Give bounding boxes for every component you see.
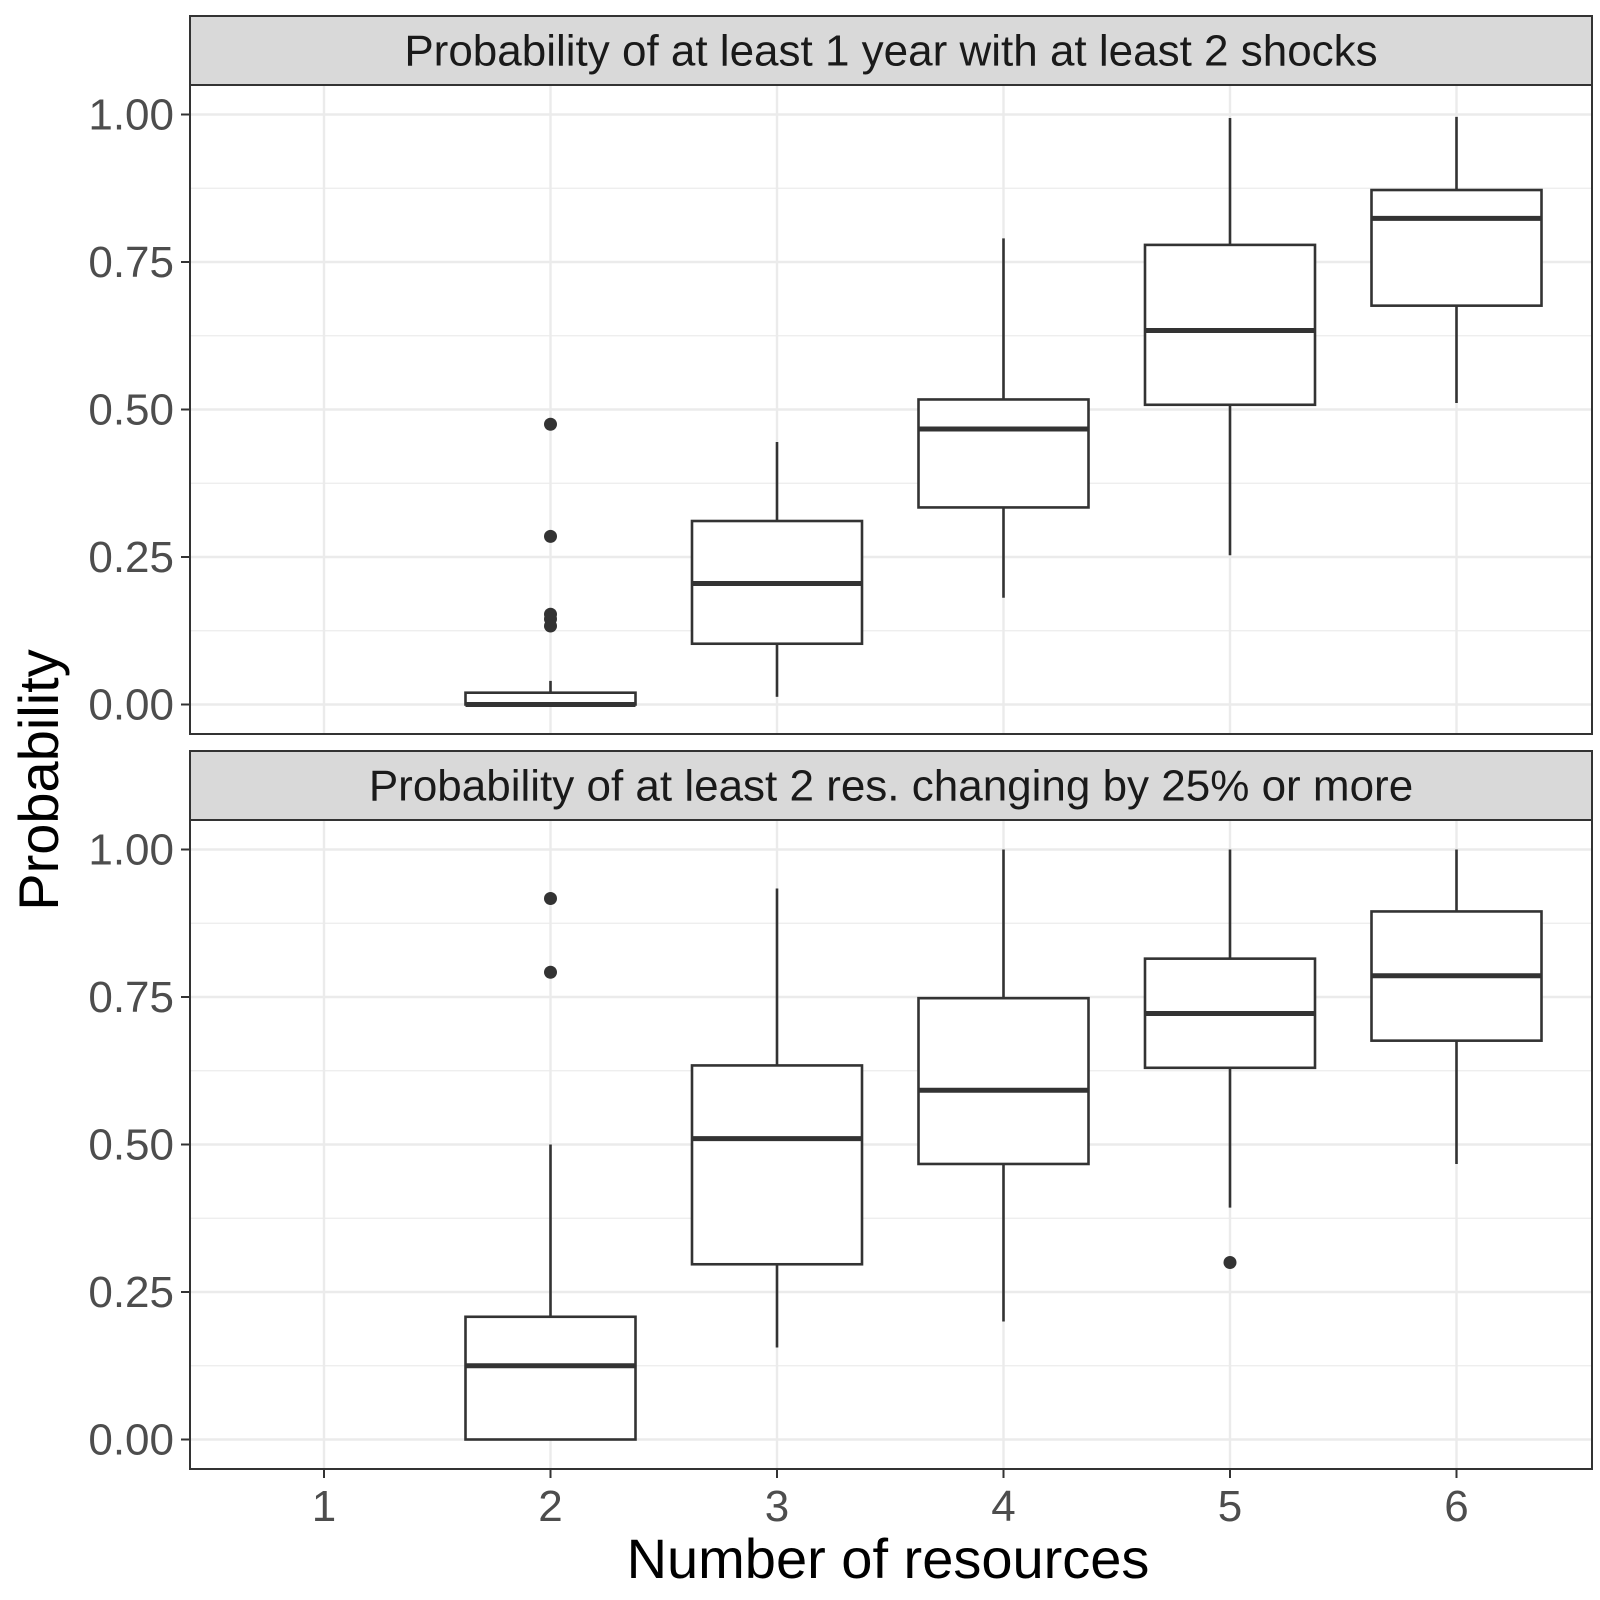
y-tick-label: 0.25 [88,533,174,582]
y-tick-label: 0.00 [88,1416,174,1465]
panel-strip [189,15,1593,86]
box-2 [464,891,637,1441]
box-rect [1143,243,1317,407]
box-rect [1370,188,1543,307]
y-tick-label: 0.75 [88,238,174,287]
x-tick-label: 4 [991,1482,1015,1531]
box-3 [690,888,864,1348]
outlier-point [1223,1256,1237,1269]
outlier-point [544,529,557,543]
outlier-point [544,619,557,633]
y-tick-label: 0.00 [88,681,174,730]
y-axis-title: Probability [7,649,70,910]
panel-strip [189,750,1593,821]
box-6 [1370,849,1543,1164]
y-tick-label: 0.25 [88,1268,174,1317]
y-tick-label: 1.00 [88,91,174,140]
x-tick-label: 3 [765,1482,789,1531]
box-rect [464,1315,637,1441]
panel-title: Probability of at least 1 year with at l… [404,27,1377,76]
box-4 [917,238,1090,598]
outlier-point [544,965,557,979]
x-tick-label: 6 [1444,1482,1468,1531]
box-5 [1143,118,1317,556]
y-tick-label: 0.75 [88,973,174,1022]
box-rect [917,996,1090,1166]
box-6 [1370,116,1543,404]
outlier-point [544,417,557,431]
y-tick-label: 0.50 [88,1121,174,1170]
x-axis-title: Number of resources [627,1527,1150,1590]
x-tick-label: 5 [1218,1482,1242,1531]
x-tick-label: 2 [538,1482,562,1531]
box-rect [690,1064,864,1266]
panel-1: Probability of at least 1 year with at l… [88,15,1593,735]
x-tick-label: 1 [312,1482,336,1531]
y-tick-label: 1.00 [88,826,174,875]
panels-layer: Probability of at least 1 year with at l… [88,15,1593,1531]
outlier-point [544,891,557,905]
box-4 [917,849,1090,1322]
y-tick-label: 0.50 [88,386,174,435]
box-2 [464,417,637,707]
box-3 [690,441,864,697]
panel-title: Probability of at least 2 res. changing … [369,762,1413,811]
panel-2: Probability of at least 2 res. changing … [88,750,1593,1531]
box-5 [1143,849,1317,1269]
box-rect [917,398,1090,509]
